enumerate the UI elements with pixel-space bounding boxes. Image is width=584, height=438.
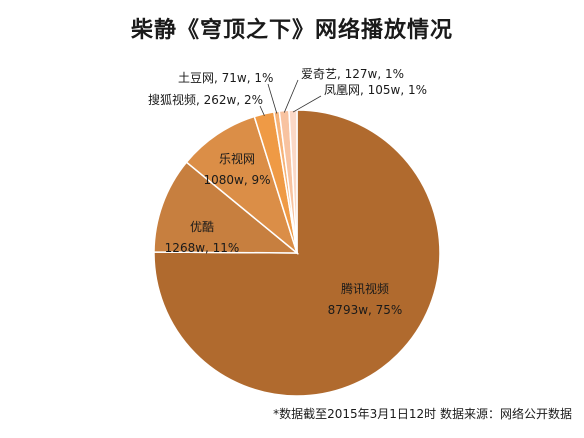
- slice-label-tencent: 腾讯视频: [341, 281, 389, 296]
- leader-line-iqiyi: [283, 79, 299, 113]
- slice-label-ifeng: 凤凰网, 105w, 1%: [324, 83, 427, 97]
- slice-value-letv: 1080w, 9%: [203, 173, 270, 187]
- footnote: *数据截至2015年3月1日12时 数据来源：网络公开数据: [273, 407, 572, 421]
- slice-label-tudou: 土豆网, 71w, 1%: [178, 71, 273, 85]
- slice-value-tencent: 8793w, 75%: [328, 303, 403, 317]
- leader-line-ifeng: [292, 95, 322, 113]
- leader-line-sohu: [259, 105, 265, 116]
- pie-slice-letv: [185, 115, 299, 256]
- chart-title: 柴静《穹顶之下》网络播放情况: [130, 18, 453, 43]
- leader-line-tudou: [267, 83, 278, 114]
- pie-slice-tencent: [153, 109, 441, 397]
- slice-value-youku: 1268w, 11%: [165, 241, 240, 255]
- slice-label-iqiyi: 爱奇艺, 127w, 1%: [301, 67, 404, 81]
- slice-label-letv: 乐视网: [219, 151, 255, 166]
- slice-label-youku: 优酷: [190, 220, 214, 234]
- pie-slice-youku: [153, 161, 300, 254]
- slice-label-sohu: 搜狐视频, 262w, 2%: [148, 92, 263, 107]
